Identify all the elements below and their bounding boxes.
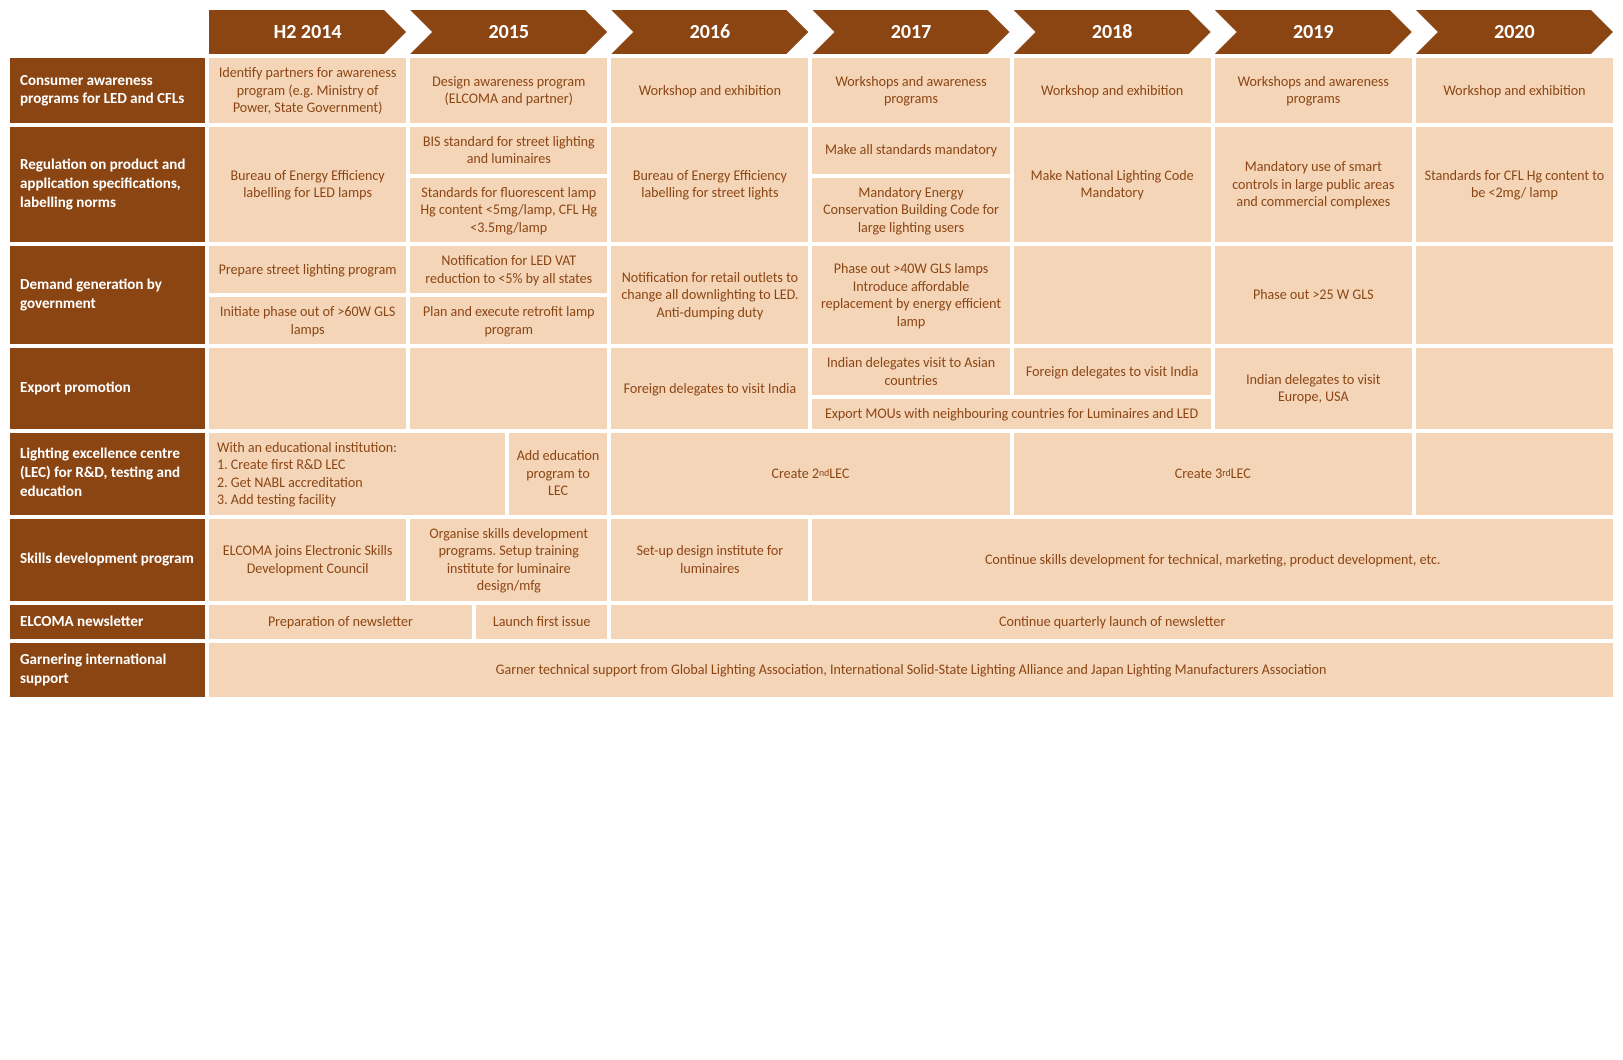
cell: Workshops and awareness programs	[1215, 58, 1412, 123]
year-arrow: H2 2014	[209, 10, 406, 54]
cell: Export MOUs with neighbouring countries …	[812, 399, 1210, 429]
cell: Set-up design institute for luminaires	[611, 519, 808, 601]
cell: Add education program to LEC	[509, 433, 608, 515]
cell: Foreign delegates to visit India	[611, 348, 808, 429]
row-label-international: Garnering international support	[10, 643, 205, 697]
cell: Indian delegates to visit Europe, USA	[1215, 348, 1412, 429]
cell: Workshop and exhibition	[611, 58, 808, 123]
row-label-export-promotion: Export promotion	[10, 348, 205, 429]
cell: Prepare street lighting program	[209, 246, 406, 293]
row-label-lec: Lighting excellence centre (LEC) for R&D…	[10, 433, 205, 515]
row-label-regulation: Regulation on product and application sp…	[10, 127, 205, 243]
cell-empty	[1416, 246, 1613, 344]
cell: Make all standards mandatory	[812, 127, 1009, 174]
cell: Workshop and exhibition	[1416, 58, 1613, 123]
row-label-newsletter: ELCOMA newsletter	[10, 605, 205, 640]
cell: Notification for LED VAT reduction to <5…	[410, 246, 607, 293]
year-arrow: 2020	[1416, 10, 1613, 54]
cell-empty	[1416, 433, 1613, 515]
cell-empty	[209, 348, 406, 429]
cell-empty	[1014, 246, 1211, 344]
year-arrow: 2017	[812, 10, 1009, 54]
year-arrow: 2019	[1215, 10, 1412, 54]
cell: Standards for CFL Hg content to be <2mg/…	[1416, 127, 1613, 243]
cell: Bureau of Energy Efficiency labelling fo…	[611, 127, 808, 243]
cell: Standards for fluorescent lamp Hg conten…	[410, 178, 607, 243]
row-label-skills: Skills development program	[10, 519, 205, 601]
cell-empty	[1416, 348, 1613, 429]
cell: Make National Lighting Code Mandatory	[1014, 127, 1211, 243]
cell: BIS standard for street lighting and lum…	[410, 127, 607, 174]
cell: Organise skills development programs. Se…	[410, 519, 607, 601]
cell: With an educational institution:1. Creat…	[209, 433, 505, 515]
cell-empty	[410, 348, 607, 429]
header-spacer	[10, 10, 205, 54]
cell: Create 3rd LEC	[1014, 433, 1412, 515]
row-label-demand-generation: Demand generation by government	[10, 246, 205, 344]
cell: Mandatory Energy Conservation Building C…	[812, 178, 1009, 243]
cell: Bureau of Energy Efficiency labelling fo…	[209, 127, 406, 243]
cell: Garner technical support from Global Lig…	[209, 643, 1613, 697]
cell: Preparation of newsletter	[209, 605, 472, 640]
row-label-consumer-awareness: Consumer awareness programs for LED and …	[10, 58, 205, 123]
cell: Notification for retail outlets to chang…	[611, 246, 808, 344]
cell: Plan and execute retrofit lamp program	[410, 297, 607, 344]
cell: Mandatory use of smart controls in large…	[1215, 127, 1412, 243]
cell: Identify partners for awareness program …	[209, 58, 406, 123]
cell: Initiate phase out of >60W GLS lamps	[209, 297, 406, 344]
cell: Launch first issue	[476, 605, 607, 640]
cell: Workshop and exhibition	[1014, 58, 1211, 123]
cell: Phase out >40W GLS lamps Introduce affor…	[812, 246, 1009, 344]
cell: Phase out >25 W GLS	[1215, 246, 1412, 344]
cell: Create 2nd LEC	[611, 433, 1009, 515]
cell: ELCOMA joins Electronic Skills Developme…	[209, 519, 406, 601]
cell: Workshops and awareness programs	[812, 58, 1009, 123]
cell: Continue quarterly launch of newsletter	[611, 605, 1613, 640]
cell: Design awareness program (ELCOMA and par…	[410, 58, 607, 123]
year-arrow: 2018	[1014, 10, 1211, 54]
cell: Foreign delegates to visit India	[1014, 348, 1211, 395]
year-arrow: 2016	[611, 10, 808, 54]
cell: Continue skills development for technica…	[812, 519, 1613, 601]
cell: Indian delegates visit to Asian countrie…	[812, 348, 1009, 395]
year-arrow: 2015	[410, 10, 607, 54]
roadmap-grid: H2 2014 2015 2016 2017 2018 2019 2020 Co…	[10, 10, 1613, 697]
